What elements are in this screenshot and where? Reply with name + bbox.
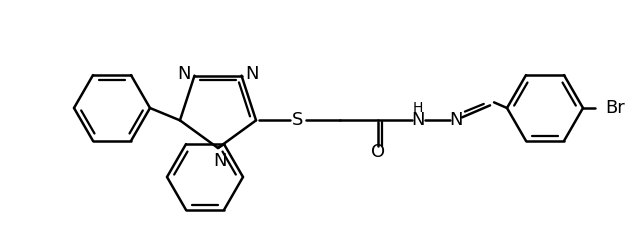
Text: Br: Br xyxy=(605,99,625,117)
Text: O: O xyxy=(371,143,385,161)
Text: N: N xyxy=(246,65,259,83)
Text: H: H xyxy=(413,101,423,115)
Text: N: N xyxy=(213,152,227,170)
Text: N: N xyxy=(449,111,463,129)
Text: N: N xyxy=(412,111,425,129)
Text: N: N xyxy=(177,65,191,83)
Text: S: S xyxy=(292,111,304,129)
